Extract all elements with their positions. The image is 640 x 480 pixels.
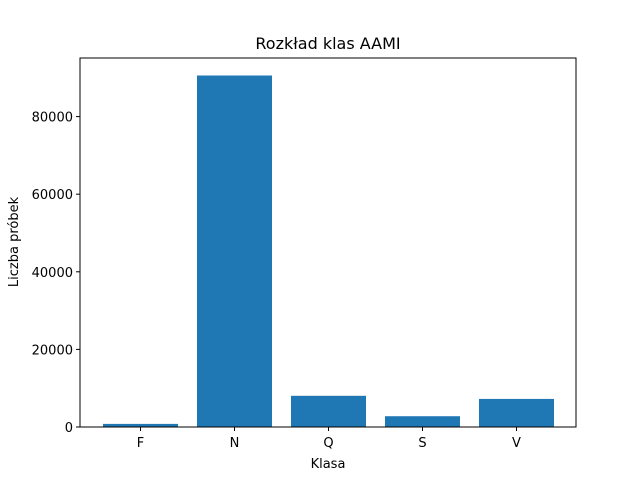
y-axis-label: Liczba próbek [7, 196, 22, 287]
y-tick-label: 20000 [32, 343, 73, 358]
bars-group [103, 75, 554, 428]
bar-f [103, 423, 178, 427]
bar-v [479, 398, 554, 427]
y-tick-label: 60000 [32, 188, 73, 203]
y-tick-label: 40000 [32, 266, 73, 281]
bar-s [385, 416, 460, 427]
chart-title: Rozkład klas AAMI [255, 34, 400, 53]
x-axis-label: Klasa [311, 457, 346, 472]
bar-n [197, 75, 272, 428]
y-tick-label: 80000 [32, 111, 73, 126]
x-tick-label: S [418, 436, 426, 451]
y-tick-label: 0 [65, 421, 73, 436]
y-axis-ticks: 0 20000 40000 60000 80000 [32, 111, 80, 436]
plot-frame [79, 57, 577, 428]
x-tick-label: Q [323, 436, 333, 451]
x-tick-label: N [230, 436, 240, 451]
x-tick-label: F [137, 436, 144, 451]
bar-q [291, 395, 366, 427]
x-tick-label: V [512, 436, 521, 451]
